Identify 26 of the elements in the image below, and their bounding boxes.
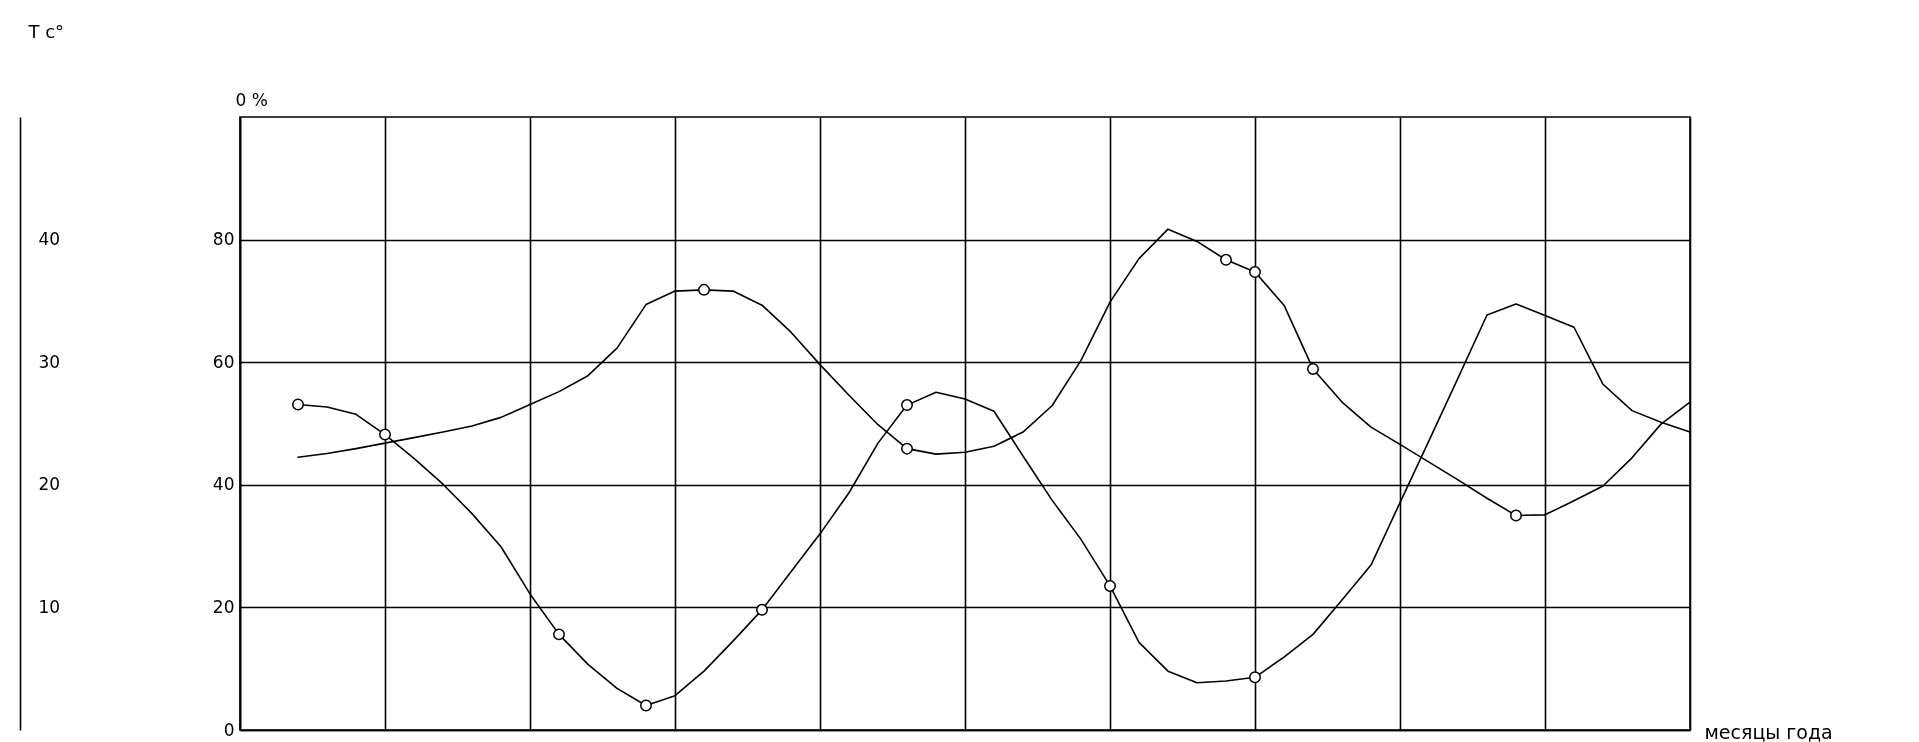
- point: [1249, 671, 1261, 684]
- point: [901, 442, 913, 455]
- y2-tick-label: 40: [38, 229, 61, 250]
- point: [379, 428, 391, 441]
- y2-tick-label: 20: [38, 474, 61, 495]
- point: [292, 398, 304, 411]
- point: [1307, 362, 1319, 375]
- y-axis-title: 0 %: [235, 89, 268, 110]
- point: [1220, 253, 1232, 266]
- y-tick-label: 80: [212, 229, 235, 250]
- point: [1249, 266, 1261, 279]
- y-tick-label: 0: [223, 719, 235, 740]
- point: [1510, 509, 1522, 522]
- y-tick-label: 20: [212, 596, 235, 617]
- y-tick-label: 40: [212, 474, 235, 495]
- y2-tick-label: 10: [38, 596, 61, 617]
- point: [756, 603, 768, 616]
- x-axis-title: месяцы года: [1704, 720, 1833, 742]
- point: [640, 699, 652, 712]
- point: [553, 628, 565, 641]
- point: [901, 399, 913, 412]
- y2-axis-title: T c°: [27, 20, 65, 42]
- point: [698, 283, 710, 296]
- y-tick-label: 60: [212, 351, 235, 372]
- y2-tick-label: 30: [38, 351, 61, 372]
- point: [1104, 579, 1116, 592]
